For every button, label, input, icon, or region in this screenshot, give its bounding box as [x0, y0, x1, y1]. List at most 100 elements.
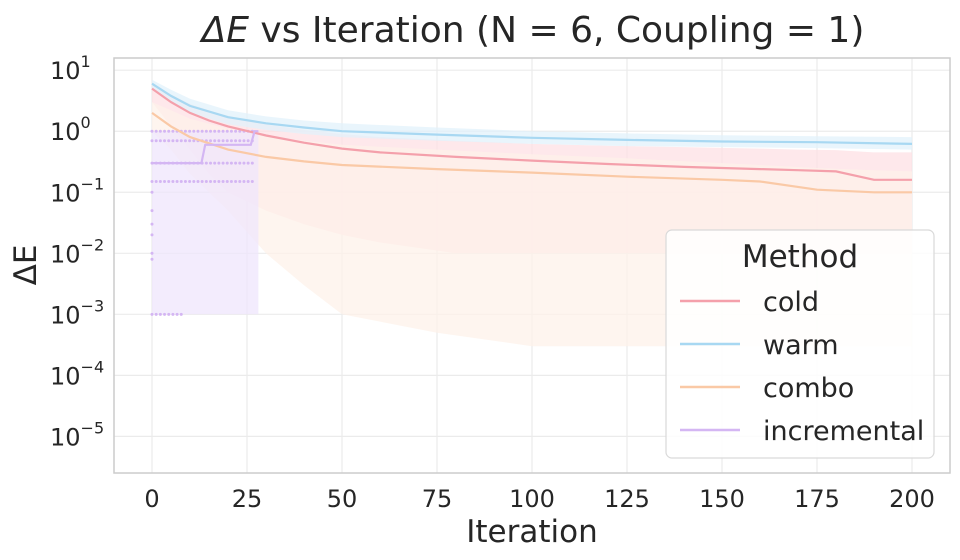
x-axis-label: Iteration — [466, 514, 598, 550]
incremental-marker — [221, 139, 225, 143]
incremental-marker — [242, 180, 246, 184]
incremental-marker — [154, 180, 158, 184]
line-cold — [151, 87, 912, 181]
chart-title: ΔE vs Iteration (N = 6, Coupling = 1) — [199, 10, 865, 51]
incremental-marker — [179, 180, 183, 184]
x-tick-label: 50 — [327, 485, 358, 513]
incremental-marker — [192, 129, 196, 133]
legend: Method cold warm combo incremental — [665, 229, 935, 459]
incremental-marker — [167, 139, 171, 143]
incremental-marker — [167, 180, 171, 184]
x-tick-label: 125 — [604, 485, 650, 513]
incremental-marker — [209, 180, 213, 184]
incremental-marker — [221, 129, 225, 133]
y-axis-label: ΔE — [8, 245, 44, 286]
incremental-marker — [242, 161, 246, 165]
x-tick-label: 200 — [889, 485, 935, 513]
incremental-marker — [234, 180, 238, 184]
incremental-marker — [221, 161, 225, 165]
incremental-marker — [213, 129, 217, 133]
incremental-marker — [150, 233, 154, 237]
incremental-marker — [213, 139, 217, 143]
incremental-marker — [213, 180, 217, 184]
incremental-marker — [150, 190, 154, 194]
incremental-marker — [200, 129, 204, 133]
incremental-marker — [158, 180, 162, 184]
incremental-marker — [183, 180, 187, 184]
incremental-marker — [175, 139, 179, 143]
incremental-marker — [163, 129, 167, 133]
incremental-marker — [238, 139, 242, 143]
incremental-marker — [217, 129, 221, 133]
plot-frame — [113, 57, 951, 474]
incremental-marker — [204, 161, 208, 165]
x-tick-label: 150 — [699, 485, 745, 513]
incremental-marker — [183, 129, 187, 133]
incremental-marker — [225, 161, 229, 165]
incremental-marker — [163, 139, 167, 143]
incremental-marker — [150, 312, 154, 316]
incremental-marker — [158, 129, 162, 133]
incremental-marker — [238, 161, 242, 165]
incremental-marker — [234, 139, 238, 143]
incremental-marker — [150, 222, 154, 226]
incremental-marker — [167, 129, 171, 133]
incremental-marker — [175, 180, 179, 184]
x-tick-label: 0 — [144, 485, 159, 513]
incremental-marker — [179, 139, 183, 143]
legend-box — [665, 229, 935, 459]
incremental-marker — [234, 129, 238, 133]
incremental-marker — [188, 180, 192, 184]
incremental-marker — [150, 209, 154, 213]
band-incremental — [152, 131, 259, 315]
incremental-marker — [171, 312, 175, 316]
incremental-marker — [188, 129, 192, 133]
x-tick-label: 25 — [232, 485, 263, 513]
incremental-marker — [213, 161, 217, 165]
x-tick-label: 100 — [509, 485, 555, 513]
y-tick-label: 10−1 — [50, 174, 104, 207]
y-tick-label: 100 — [50, 113, 91, 146]
incremental-marker — [229, 180, 233, 184]
incremental-marker — [188, 139, 192, 143]
incremental-marker — [238, 180, 242, 184]
line-incremental — [152, 130, 259, 165]
incremental-marker — [225, 139, 229, 143]
incremental-marker — [175, 312, 179, 316]
incremental-marker — [150, 251, 154, 255]
x-tick-label: 175 — [794, 485, 840, 513]
incremental-marker — [209, 129, 213, 133]
incremental-marker — [150, 180, 154, 184]
incremental-marker — [204, 180, 208, 184]
incremental-marker — [246, 139, 250, 143]
incremental-marker — [229, 139, 233, 143]
incremental-marker — [158, 312, 162, 316]
incremental-marker — [171, 180, 175, 184]
incremental-marker — [217, 161, 221, 165]
incremental-marker — [171, 139, 175, 143]
x-tick-label: 75 — [422, 485, 453, 513]
incremental-marker — [154, 129, 158, 133]
incremental-marker — [221, 180, 225, 184]
line-combo — [151, 112, 912, 194]
series-lines — [151, 82, 913, 194]
incremental-marker — [192, 139, 196, 143]
incremental-marker — [246, 180, 250, 184]
line-warm — [151, 82, 913, 145]
incremental-marker — [209, 139, 213, 143]
incremental-marker — [229, 161, 233, 165]
incremental-marker — [154, 312, 158, 316]
legend-title: Method — [742, 239, 858, 275]
incremental-marker — [225, 180, 229, 184]
incremental-marker — [150, 139, 154, 143]
incremental-marker — [200, 180, 204, 184]
incremental-marker — [250, 161, 254, 165]
incremental-marker — [196, 180, 200, 184]
legend-label-warm: warm — [763, 330, 839, 361]
incremental-marker — [196, 129, 200, 133]
incremental-marker — [225, 129, 229, 133]
incremental-marker — [163, 312, 167, 316]
incremental-marker — [234, 161, 238, 165]
y-tick-labels: 101 100 10−1 10−2 10−3 10−4 10−5 — [50, 52, 104, 451]
incremental-marker — [217, 180, 221, 184]
